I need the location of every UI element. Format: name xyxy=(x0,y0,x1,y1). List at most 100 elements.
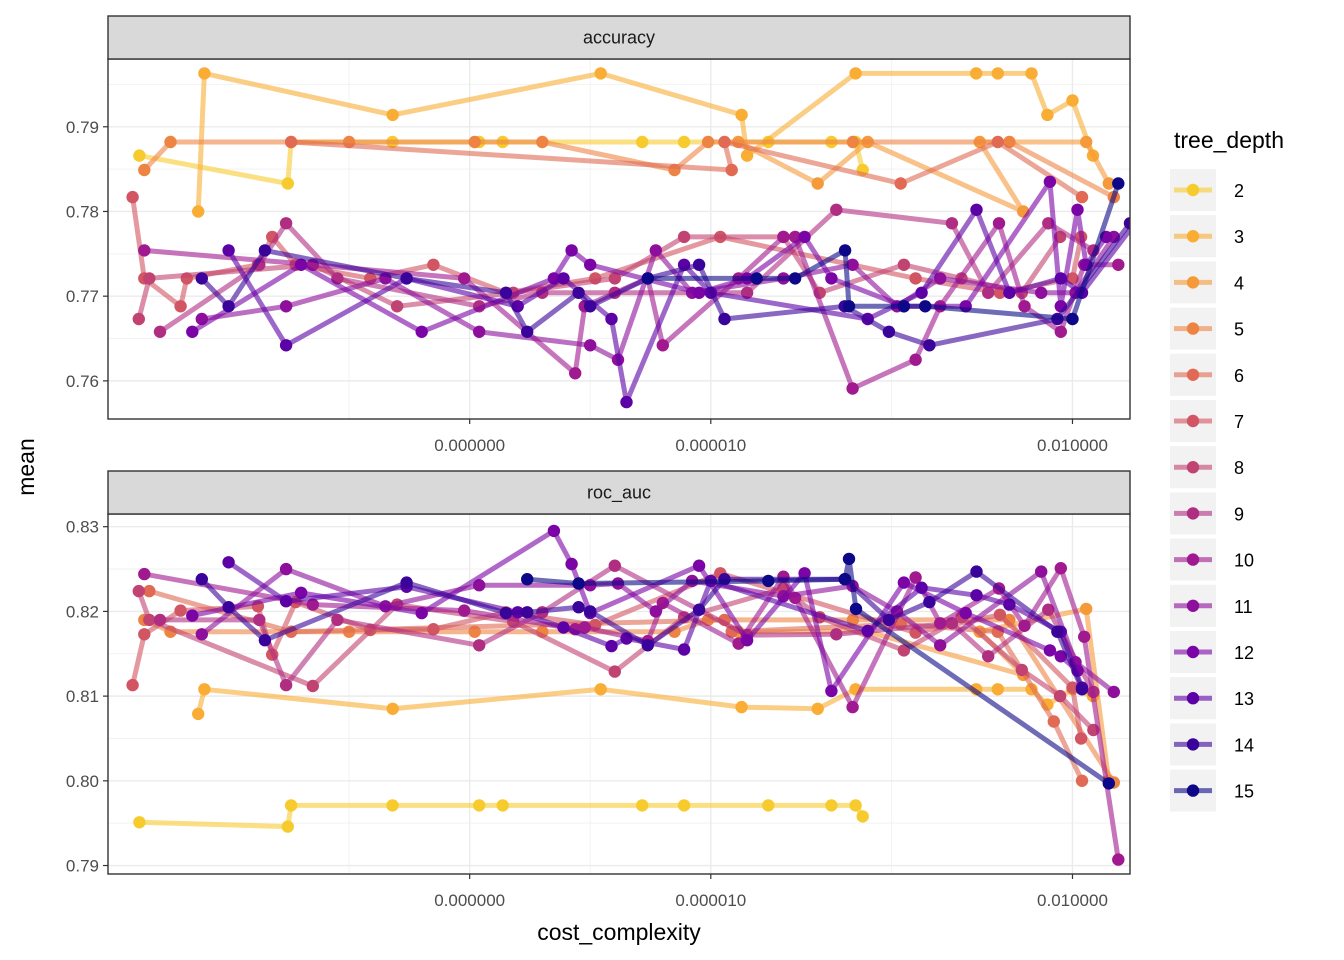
y-tick-label: 0.82 xyxy=(66,602,99,621)
series-point-13 xyxy=(557,621,570,634)
series-point-15 xyxy=(788,272,802,285)
series-line-6 xyxy=(288,139,1085,200)
legend-label: 14 xyxy=(1234,735,1254,755)
series-point-7 xyxy=(174,604,187,617)
series-point-14 xyxy=(692,603,706,616)
series-point-12 xyxy=(186,325,199,338)
series-point-3 xyxy=(1066,94,1079,107)
series-point-10 xyxy=(1054,562,1068,575)
legend-label: 15 xyxy=(1234,782,1254,802)
series-point-12 xyxy=(825,684,838,698)
series-point-11 xyxy=(846,258,859,271)
series-point-9 xyxy=(608,559,621,572)
series-point-9 xyxy=(279,678,293,692)
series-point-2 xyxy=(281,177,294,190)
series-point-5 xyxy=(138,163,151,177)
series-point-8 xyxy=(608,272,621,285)
series-point-3 xyxy=(594,67,607,80)
series-point-15 xyxy=(1112,177,1125,190)
legend-label: 12 xyxy=(1234,643,1254,663)
series-point-7 xyxy=(126,678,139,692)
series-point-10 xyxy=(578,621,591,634)
series-point-10 xyxy=(1078,630,1091,643)
legend-key-point xyxy=(1186,276,1200,289)
series-point-10 xyxy=(138,244,151,257)
series-point-12 xyxy=(897,576,911,589)
legend-label: 4 xyxy=(1234,273,1244,293)
series-point-9 xyxy=(279,217,293,230)
series-point-3 xyxy=(740,149,754,162)
series-point-8 xyxy=(1053,689,1067,703)
series-point-11 xyxy=(584,339,597,352)
series-point-14 xyxy=(222,300,235,313)
x-tick-label: 0.000000 xyxy=(434,436,505,455)
series-point-8 xyxy=(897,258,911,271)
series-point-13 xyxy=(1003,286,1016,299)
series-point-11 xyxy=(934,272,947,285)
series-point-10 xyxy=(1018,300,1031,313)
legend-key-point xyxy=(1186,553,1200,566)
legend-key-point xyxy=(1186,183,1200,197)
series-point-13 xyxy=(605,639,618,653)
series-point-7 xyxy=(1066,681,1079,694)
y-tick-label: 0.79 xyxy=(66,118,99,137)
series-point-3 xyxy=(970,67,983,80)
series-point-2 xyxy=(496,799,509,812)
series-point-10 xyxy=(569,367,582,380)
series-point-12 xyxy=(565,244,578,257)
series-point-7 xyxy=(126,190,139,204)
series-point-4 xyxy=(811,177,824,190)
series-point-6 xyxy=(718,135,731,149)
legend-key-point xyxy=(1186,507,1200,520)
series-point-6 xyxy=(725,163,738,177)
series-point-13 xyxy=(222,244,235,257)
series-point-10 xyxy=(458,604,471,617)
series-point-3 xyxy=(192,707,205,721)
series-point-6 xyxy=(143,584,156,598)
series-point-15 xyxy=(842,552,856,566)
series-point-12 xyxy=(959,606,972,620)
x-tick-label: 0.000010 xyxy=(675,436,746,455)
series-point-8 xyxy=(143,272,156,285)
series-point-14 xyxy=(923,595,936,609)
series-point-12 xyxy=(740,634,754,647)
series-point-3 xyxy=(1025,67,1038,80)
series-point-14 xyxy=(258,244,272,257)
series-point-2 xyxy=(849,799,862,812)
series-point-5 xyxy=(164,135,177,149)
series-point-6 xyxy=(1075,774,1089,787)
series-point-5 xyxy=(701,135,715,149)
series-point-13 xyxy=(279,595,293,608)
series-point-5 xyxy=(536,135,549,149)
legend-label: 13 xyxy=(1234,689,1254,709)
series-point-9 xyxy=(830,628,843,641)
series-point-6 xyxy=(894,177,907,190)
series-point-15 xyxy=(849,602,863,616)
series-point-12 xyxy=(825,272,838,285)
series-point-13 xyxy=(915,286,928,299)
series-point-9 xyxy=(473,639,486,652)
series-point-11 xyxy=(279,562,293,576)
series-point-8 xyxy=(132,312,145,326)
series-point-7 xyxy=(174,300,187,313)
series-point-12 xyxy=(692,286,706,299)
series-point-10 xyxy=(777,230,790,244)
series-point-2 xyxy=(677,135,691,149)
series-point-3 xyxy=(198,683,211,696)
series-point-14 xyxy=(400,272,413,285)
legend-label: 11 xyxy=(1234,597,1253,617)
series-point-3 xyxy=(849,67,862,80)
series-point-2 xyxy=(473,799,486,812)
series-point-14 xyxy=(1123,217,1130,230)
series-point-14 xyxy=(641,639,654,652)
series-layer xyxy=(126,524,1125,866)
series-point-11 xyxy=(1107,685,1121,699)
facet-panels: 0.76 0.77 0.78 0.79 0.000000 0.000010 0.010000… xyxy=(66,15,1131,910)
series-point-14 xyxy=(499,606,513,620)
panel-roc_auc: 0.79 0.80 0.81 0.82 0.83 0.000000 0.000010 0.01… xyxy=(66,470,1131,910)
series-point-11 xyxy=(473,325,486,338)
series-point-9 xyxy=(982,286,995,299)
series-point-12 xyxy=(294,258,308,271)
series-point-3 xyxy=(991,67,1004,80)
strip-label-accuracy: accuracy xyxy=(583,28,655,48)
